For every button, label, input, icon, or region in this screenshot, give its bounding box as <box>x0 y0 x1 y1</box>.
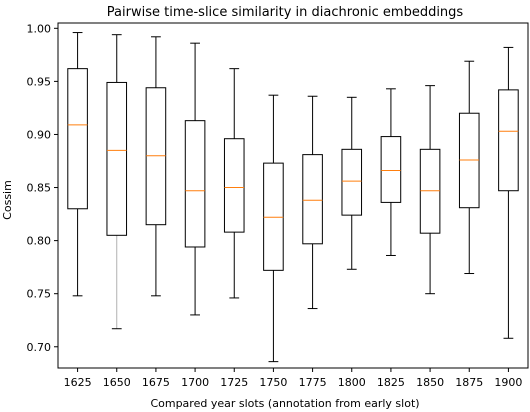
box-1800 <box>341 96 363 270</box>
iqr-box <box>263 162 284 271</box>
chart-title: Pairwise time-slice similarity in diachr… <box>107 5 464 20</box>
box-1775 <box>302 95 323 310</box>
iqr-box <box>498 89 519 192</box>
box-1725 <box>223 68 245 299</box>
iqr-box <box>67 68 88 210</box>
plot-frame <box>57 22 529 369</box>
y-tick-label: 0.90 <box>27 128 52 141</box>
box-1750 <box>263 94 284 363</box>
box-1675 <box>145 36 167 297</box>
y-tick-label: 0.75 <box>27 288 52 301</box>
iqr-box <box>458 112 480 209</box>
box-1700 <box>184 42 206 316</box>
box-1825 <box>380 88 402 256</box>
y-tick-label: 1.00 <box>27 22 52 35</box>
x-tick-label: 1775 <box>299 376 327 389</box>
iqr-box <box>341 148 363 216</box>
iqr-box <box>184 120 206 248</box>
iqr-box <box>145 87 167 226</box>
x-tick-label: 1750 <box>259 376 287 389</box>
x-tick-label: 1625 <box>64 376 92 389</box>
iqr-box <box>106 81 128 236</box>
plot-area: 0.70 0.75 0.80 0.85 0.90 0.95 1.00 1625 1650 1675… <box>27 22 529 389</box>
x-tick-label: 1900 <box>494 376 522 389</box>
x-tick-label: 1850 <box>416 376 444 389</box>
x-tick-label: 1675 <box>142 376 170 389</box>
x-tick-label: 1700 <box>181 376 209 389</box>
iqr-box <box>419 148 441 234</box>
y-tick-label: 0.85 <box>27 182 52 195</box>
x-tick-label: 1650 <box>103 376 131 389</box>
iqr-box <box>380 136 402 203</box>
box-1625 <box>67 32 88 297</box>
iqr-box <box>302 154 323 245</box>
x-axis-label: Compared year slots (annotation from ear… <box>150 397 419 410</box>
box-1650 <box>106 34 128 330</box>
x-tick-label: 1825 <box>377 376 405 389</box>
box-1900 <box>498 46 519 339</box>
box-1875 <box>458 60 480 275</box>
box-1850 <box>419 85 441 295</box>
y-tick-label: 0.70 <box>27 341 52 354</box>
x-tick-label: 1875 <box>455 376 483 389</box>
y-axis-label: Cossim <box>1 180 14 220</box>
y-tick-label: 0.95 <box>27 75 52 88</box>
x-tick-label: 1800 <box>338 376 366 389</box>
iqr-box <box>223 138 245 233</box>
y-tick-label: 0.80 <box>27 235 52 248</box>
x-tick-label: 1725 <box>220 376 248 389</box>
